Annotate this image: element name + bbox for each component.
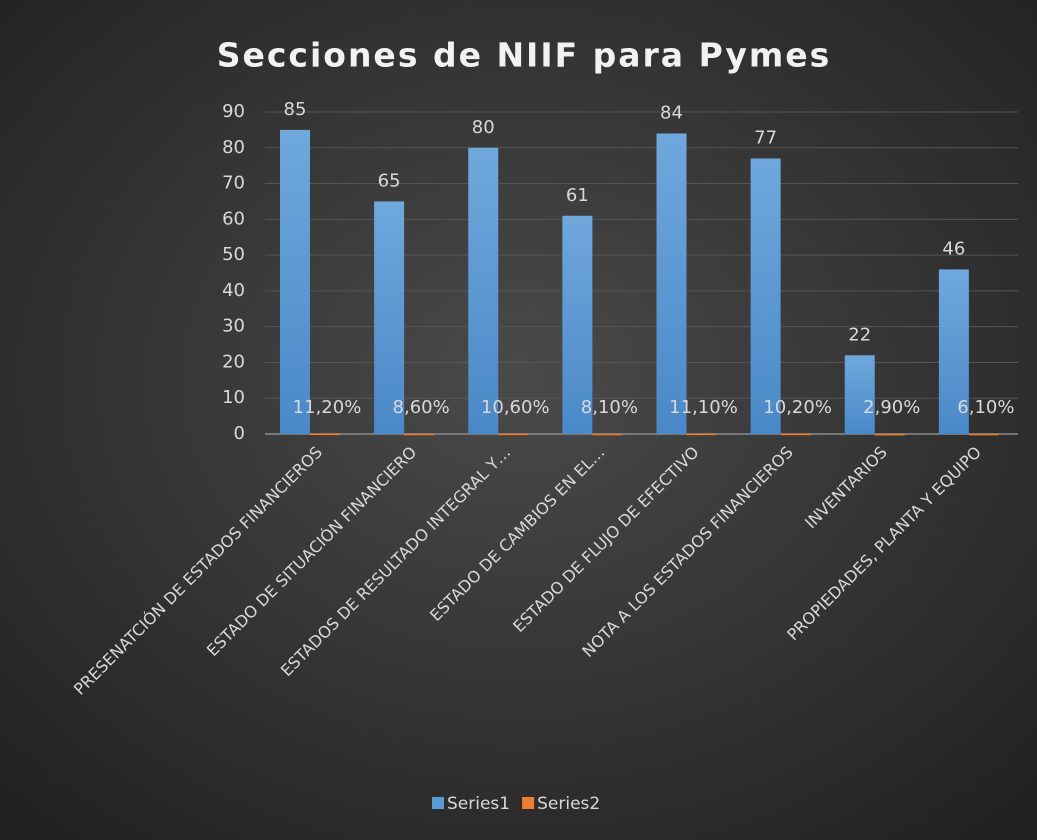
data-label: 77 bbox=[754, 128, 777, 149]
data-label: 10,20% bbox=[763, 397, 832, 418]
bar bbox=[686, 433, 717, 436]
data-label: 84 bbox=[660, 102, 683, 123]
bar bbox=[468, 147, 499, 434]
y-tick-label: 80 bbox=[222, 137, 245, 158]
bar bbox=[750, 158, 781, 434]
y-tick-label: 0 bbox=[234, 423, 245, 444]
bar bbox=[280, 129, 310, 434]
bar bbox=[592, 433, 623, 436]
chart-title: Secciones de NIIF para Pymes bbox=[217, 36, 832, 75]
bar bbox=[404, 433, 435, 436]
y-tick-label: 40 bbox=[222, 280, 245, 301]
data-label: 85 bbox=[284, 99, 307, 120]
data-label: 11,20% bbox=[293, 397, 362, 418]
legend-label: Series2 bbox=[537, 794, 600, 814]
bar bbox=[844, 355, 875, 434]
y-tick-label: 30 bbox=[222, 316, 245, 337]
data-label: 11,10% bbox=[669, 397, 738, 418]
bar bbox=[374, 201, 405, 434]
bar bbox=[498, 433, 529, 436]
data-label: 22 bbox=[848, 324, 871, 345]
data-label: 8,10% bbox=[581, 397, 638, 418]
data-label: 65 bbox=[378, 170, 401, 191]
data-label: 6,10% bbox=[957, 397, 1014, 418]
bar bbox=[656, 133, 687, 434]
bar bbox=[562, 215, 593, 434]
y-tick-label: 70 bbox=[222, 173, 245, 194]
y-tick-label: 50 bbox=[222, 244, 245, 265]
data-label: 2,90% bbox=[863, 397, 920, 418]
data-label: 10,60% bbox=[481, 397, 550, 418]
legend-swatch bbox=[432, 797, 444, 809]
y-tick-label: 10 bbox=[222, 387, 245, 408]
bar bbox=[938, 269, 969, 434]
y-tick-label: 60 bbox=[222, 208, 245, 229]
legend-label: Series1 bbox=[447, 794, 510, 814]
bar bbox=[874, 433, 905, 436]
bar bbox=[968, 433, 999, 436]
legend-swatch bbox=[522, 797, 535, 809]
data-label: 61 bbox=[566, 185, 589, 206]
data-label: 80 bbox=[472, 117, 495, 138]
y-tick-label: 90 bbox=[222, 101, 245, 122]
bar bbox=[780, 433, 811, 436]
y-tick-label: 20 bbox=[222, 351, 245, 372]
bar bbox=[310, 433, 340, 436]
data-label: 46 bbox=[942, 238, 965, 259]
data-label: 8,60% bbox=[393, 397, 450, 418]
